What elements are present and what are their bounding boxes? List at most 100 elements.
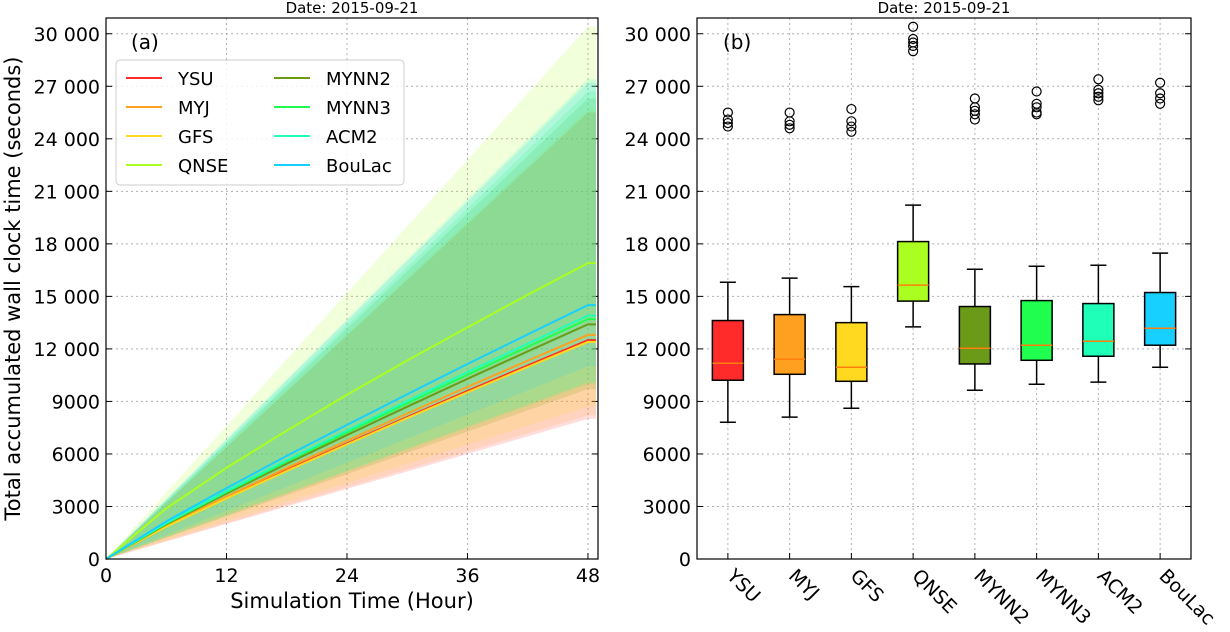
legend-item-mynn2: MYNN2 <box>274 69 391 90</box>
outlier-point <box>908 40 919 52</box>
box-gfs <box>835 103 868 410</box>
outlier-point <box>908 33 919 45</box>
box-iqr <box>896 240 930 302</box>
box-mynn2 <box>958 93 992 391</box>
plot-frame <box>105 17 599 560</box>
chart-title: Date: 2015-09-21 <box>286 0 419 17</box>
y-tick-label: 9000 <box>52 391 100 413</box>
box-myj <box>773 107 806 418</box>
x-tick-label: 24 <box>335 565 359 587</box>
outlier-point <box>784 123 795 134</box>
outlier-point <box>846 103 857 115</box>
outlier-point <box>908 21 919 32</box>
outlier-point <box>784 107 795 118</box>
x-tick-label: MYNN3 <box>1031 565 1095 629</box>
box-mynn3 <box>1020 86 1053 386</box>
legend-item-mynn3: MYNN3 <box>274 98 391 119</box>
x-axis-label: Simulation Time (Hour) <box>230 589 474 613</box>
outlier-point <box>1031 86 1042 97</box>
y-tick-label: 21 000 <box>625 181 691 203</box>
legend-item-myj: MYJ <box>126 98 210 119</box>
y-tick-label: 12 000 <box>34 339 100 361</box>
outlier-point <box>1155 88 1166 99</box>
y-tick-label: 24 000 <box>625 129 691 151</box>
y-tick-label: 27 000 <box>34 76 100 98</box>
legend-label: YSU <box>177 69 214 90</box>
box-iqr <box>1020 299 1053 362</box>
series-line-boulac <box>105 304 596 560</box>
y-tick-label: 21 000 <box>34 181 100 203</box>
box-iqr <box>958 305 992 365</box>
outlier-point <box>1093 88 1104 99</box>
outlier-point <box>969 105 980 116</box>
x-tick-label: 12 <box>214 565 238 587</box>
outlier-point <box>908 37 919 48</box>
y-tick-label: 15 000 <box>34 286 100 308</box>
box-boulac <box>1143 77 1177 369</box>
y-tick-label: 30 000 <box>34 24 100 46</box>
outlier-point <box>969 109 980 120</box>
x-tick-label: YSU <box>722 564 765 607</box>
outlier-point <box>1093 91 1104 102</box>
panel-b-box-plot: 0 3000 6000 9000 12 000 15 000 18 000 21 000 24 … <box>625 0 1220 630</box>
band-qnse <box>106 26 596 560</box>
y-tick-label: 9000 <box>643 391 691 413</box>
legend-label: MYJ <box>178 98 210 119</box>
box-iqr <box>1082 302 1115 358</box>
band-boulac <box>106 82 596 559</box>
outlier-point <box>1031 98 1042 109</box>
box-iqr <box>1143 291 1177 346</box>
y-tick-label: 24 000 <box>34 129 100 151</box>
box-iqr <box>835 321 868 383</box>
legend-label: MYNN2 <box>326 69 391 90</box>
band-acm2 <box>106 79 596 559</box>
x-tick-label: MYJ <box>784 565 823 604</box>
outlier-point <box>1093 74 1104 85</box>
panel-label: (a) <box>131 30 159 54</box>
outlier-point <box>722 107 733 118</box>
outlier-point <box>846 126 857 137</box>
plot-frame <box>696 17 1192 560</box>
y-tick-label: 27 000 <box>625 76 691 98</box>
series-line-myj <box>105 333 596 560</box>
outlier-point <box>722 117 733 129</box>
y-tick-label: 30 000 <box>625 24 691 46</box>
legend-label: QNSE <box>178 156 228 177</box>
outlier-point <box>1155 98 1166 109</box>
series-line-mynn2 <box>105 323 596 560</box>
outlier-point <box>722 121 733 132</box>
outlier-point <box>722 114 733 125</box>
box-iqr <box>773 313 806 376</box>
legend: YSU MYJ GFS QNSE MYNN2 MYNN3 ACM2 BouLac <box>115 59 405 186</box>
box-acm2 <box>1082 74 1115 383</box>
y-tick-label: 12 000 <box>625 339 691 361</box>
x-tick-label: BouLac <box>1155 565 1220 630</box>
y-axis-label: Total accumulated wall clock time (secon… <box>1 57 25 522</box>
legend-item-acm2: ACM2 <box>274 127 378 148</box>
legend-label: MYNN3 <box>326 98 391 119</box>
legend-label: BouLac <box>326 156 392 177</box>
outlier-point <box>1155 93 1166 104</box>
y-tick-label: 3000 <box>643 496 691 518</box>
series-line-qnse <box>105 262 596 560</box>
legend-item-qnse: QNSE <box>126 156 228 177</box>
legend-label: GFS <box>178 127 213 148</box>
y-tick-label: 0 <box>679 549 691 571</box>
box-ysu <box>711 107 745 424</box>
y-tick-label: 18 000 <box>625 234 691 256</box>
x-tick-label: MYNN2 <box>969 565 1033 629</box>
outlier-point <box>784 119 795 130</box>
y-tick-label: 6000 <box>643 444 691 466</box>
legend-item-gfs: GFS <box>126 127 213 148</box>
x-tick-label: ACM2 <box>1093 565 1147 619</box>
legend-box <box>115 59 405 186</box>
box-qnse <box>896 21 930 328</box>
band-myj <box>106 112 596 559</box>
band-mynn2 <box>106 98 596 559</box>
series-line-gfs <box>105 340 596 560</box>
outlier-point <box>1031 102 1042 113</box>
x-tick-label: QNSE <box>908 565 961 618</box>
band-gfs <box>106 109 596 560</box>
band-ysu <box>106 112 596 559</box>
